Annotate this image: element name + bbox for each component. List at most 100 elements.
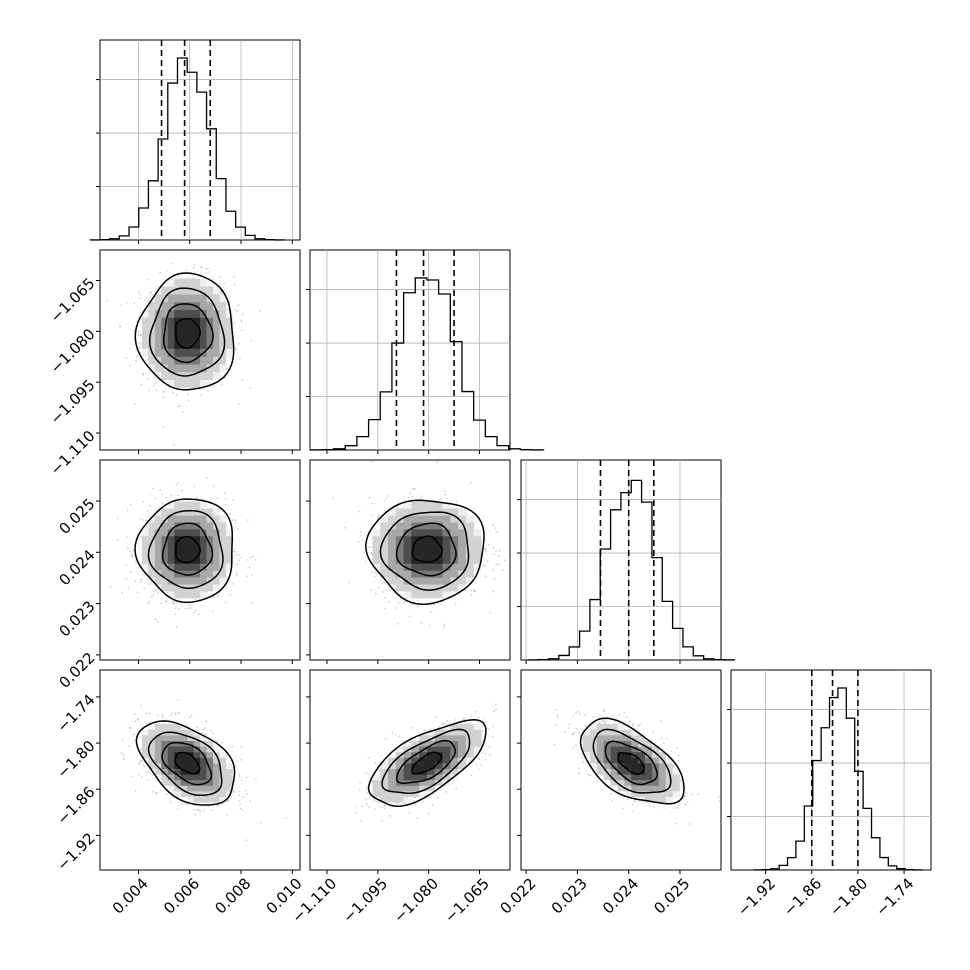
scatter-point xyxy=(610,800,613,802)
density-cell xyxy=(141,729,149,736)
scatter-point xyxy=(151,790,154,793)
density-cell xyxy=(442,563,451,571)
scatter-point xyxy=(180,489,183,492)
density-cell xyxy=(154,340,162,349)
density-cell xyxy=(193,779,201,786)
scatter-point xyxy=(174,607,177,610)
scatter-point xyxy=(394,607,397,609)
density-cell xyxy=(154,325,162,334)
scatter-point xyxy=(492,523,495,526)
density-cell xyxy=(672,779,680,786)
scatter-point xyxy=(631,803,634,806)
density-cell xyxy=(450,549,459,557)
density-cell xyxy=(388,768,397,775)
scatter-point xyxy=(359,531,362,534)
density-cell xyxy=(174,740,182,747)
density-cell xyxy=(426,515,436,523)
scatter-point xyxy=(248,566,251,569)
scatter-point xyxy=(205,720,207,723)
density-cell xyxy=(426,556,436,564)
scatter-point xyxy=(149,504,152,507)
density-cell xyxy=(187,309,194,318)
scatter-point xyxy=(162,426,165,429)
scatter-point xyxy=(238,775,241,778)
ytick-label-2-3: 0.025 xyxy=(55,495,98,538)
density-cell xyxy=(596,746,604,753)
density-cell xyxy=(219,774,227,781)
scatter-point xyxy=(413,488,416,491)
scatter-point xyxy=(492,546,495,549)
density-cell xyxy=(388,774,397,781)
density-cell xyxy=(426,535,436,544)
scatter-point xyxy=(475,711,478,713)
density-cell xyxy=(395,768,404,775)
density-cell xyxy=(213,309,220,318)
density-cell xyxy=(141,746,149,753)
scatter-point xyxy=(232,790,235,793)
density-cell xyxy=(148,740,156,747)
density-cell xyxy=(167,278,175,287)
density-cell xyxy=(180,309,188,318)
density-cell xyxy=(419,535,428,544)
density-cell xyxy=(219,309,227,318)
density-cell xyxy=(148,729,156,736)
density-cell xyxy=(225,556,233,564)
density-cell xyxy=(206,371,214,381)
density-cell xyxy=(411,791,420,797)
scatter-point xyxy=(176,494,179,497)
density-cell xyxy=(213,317,220,326)
scatter-point xyxy=(623,712,626,714)
scatter-point xyxy=(141,776,144,778)
density-cell xyxy=(167,309,175,318)
scatter-point xyxy=(481,740,484,742)
scatter-point xyxy=(473,590,476,593)
scatter-point xyxy=(236,760,239,763)
scatter-point xyxy=(235,572,238,575)
density-cell xyxy=(167,563,175,571)
scatter-point xyxy=(142,500,145,503)
density-cell xyxy=(411,740,420,747)
scatter-point xyxy=(483,564,486,567)
density-cell xyxy=(411,591,420,599)
density-cell xyxy=(395,746,404,753)
scatter-point xyxy=(482,564,485,567)
scatter-point xyxy=(241,378,244,381)
density-cell xyxy=(174,364,182,373)
density-cell xyxy=(200,768,207,775)
density-cell xyxy=(380,542,389,551)
density-cell xyxy=(148,570,156,578)
scatter-point xyxy=(238,773,241,776)
scatter-point xyxy=(499,549,501,552)
scatter-point xyxy=(489,753,492,756)
scatter-point xyxy=(197,808,200,811)
density-cell xyxy=(583,751,591,758)
scatter-point xyxy=(575,744,577,747)
density-cell xyxy=(651,791,660,797)
scatter-point xyxy=(371,552,373,554)
density-cell xyxy=(465,529,474,537)
scatter-point xyxy=(156,621,159,623)
density-cell xyxy=(193,774,201,781)
density-cell xyxy=(154,740,162,747)
density-cell xyxy=(658,796,667,803)
density-cell xyxy=(645,768,653,775)
density-cell xyxy=(458,577,467,585)
density-cell xyxy=(225,791,233,797)
density-cell xyxy=(154,522,162,530)
density-cell xyxy=(187,570,194,578)
scatter-point xyxy=(139,535,142,538)
scatter-point xyxy=(443,490,446,492)
scatter-point xyxy=(134,561,137,563)
scatter-point xyxy=(463,718,466,721)
scatter-point xyxy=(176,699,179,702)
density-cell xyxy=(187,535,194,544)
contour-3-2-3 xyxy=(579,717,685,805)
density-cell xyxy=(154,768,162,775)
density-cell xyxy=(167,570,175,578)
density-cell xyxy=(180,563,188,571)
scatter-point xyxy=(136,591,139,594)
density-cell xyxy=(589,763,598,769)
density-cell xyxy=(193,584,201,592)
scatter-point xyxy=(109,585,112,588)
density-cell xyxy=(411,549,420,557)
